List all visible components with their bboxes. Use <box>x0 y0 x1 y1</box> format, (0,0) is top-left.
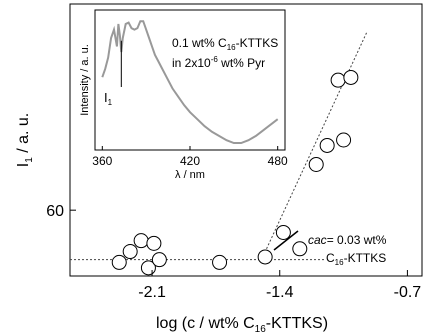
cac-arrow-line <box>273 230 299 251</box>
cac-annotation-line1: cac= 0.03 wt% <box>308 233 387 247</box>
y-tick-label: 60 <box>46 203 64 220</box>
data-point-10 <box>292 241 308 257</box>
inset-spectrum-line <box>101 20 279 144</box>
data-point-14 <box>330 72 346 88</box>
data-point-2 <box>122 244 138 260</box>
data-point-9 <box>275 224 291 240</box>
x-tick-label: -0.7 <box>394 284 422 301</box>
inset-x-tick-label: 480 <box>268 154 288 168</box>
x-tick-label: -2.1 <box>138 284 166 301</box>
cac-annotation-line2: C16-KTTKS <box>326 251 386 267</box>
data-point-15 <box>343 69 359 85</box>
data-points <box>111 69 359 276</box>
data-point-3 <box>133 233 149 249</box>
data-point-8 <box>257 249 273 265</box>
y-ticks: 60 <box>46 203 76 220</box>
x-ticks: -2.1 -1.4 -0.7 <box>138 270 421 301</box>
inset-legend-line2: in 2x10-6 wt% Pyr <box>172 55 265 70</box>
inset-chart: I1 360 420 480 λ / nm Intensity / a. u. 0.… <box>79 9 288 181</box>
inset-legend-line1: 0.1 wt% C16-KTTKS <box>172 36 278 52</box>
inset-x-ticks: 360 420 480 <box>92 146 288 168</box>
y-axis-label: I1 / a. u. <box>15 113 35 167</box>
inset-x-tick-label: 420 <box>180 154 200 168</box>
inset-i1-label: I1 <box>104 90 113 107</box>
x-tick-label: -1.4 <box>266 284 294 301</box>
data-point-6 <box>151 252 167 268</box>
data-point-1 <box>111 254 127 270</box>
inset-x-tick-label: 360 <box>92 154 112 168</box>
data-point-7 <box>212 254 228 270</box>
data-point-5 <box>146 235 162 251</box>
data-point-11 <box>308 156 324 172</box>
data-point-13 <box>336 132 352 148</box>
plot-frame <box>69 3 423 277</box>
inset-x-axis-label: λ / nm <box>175 169 205 181</box>
inset-frame <box>94 9 286 151</box>
inset-y-axis-label: Intensity / a. u. <box>79 44 91 116</box>
data-point-12 <box>319 137 335 153</box>
x-axis-label: log (c / wt% C16-KTTKS) <box>156 315 328 335</box>
rise-fit-line <box>261 30 368 260</box>
